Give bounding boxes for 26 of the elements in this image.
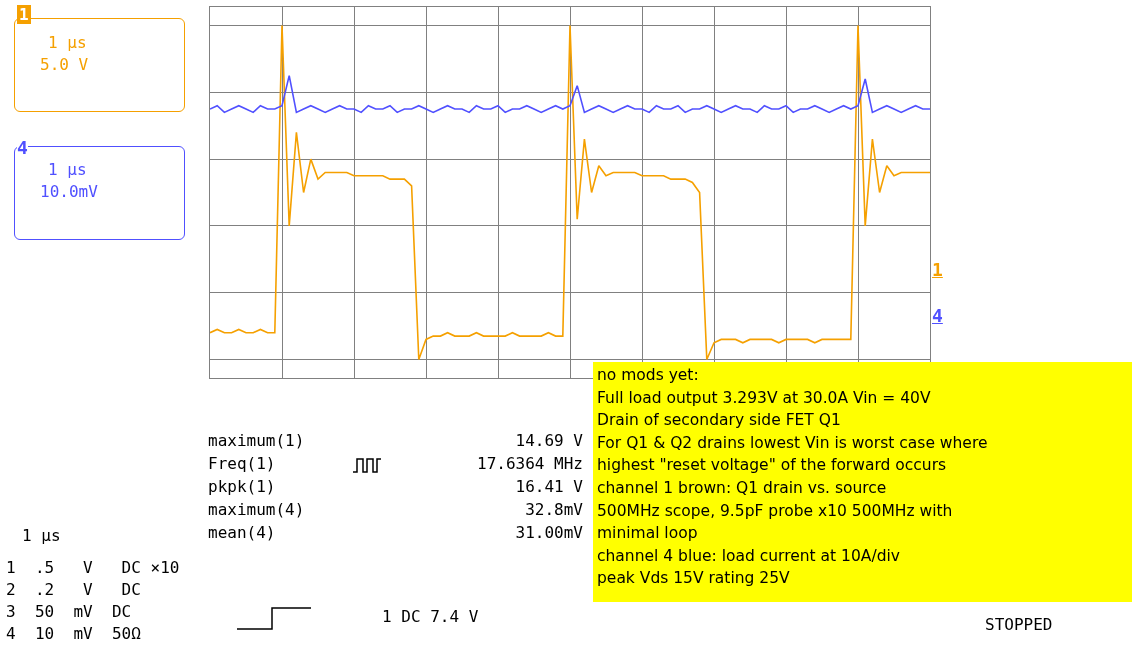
- text: 4: [17, 137, 28, 158]
- text: no mods yet: Full load output 3.293V at 30.0A Vin = 40V Drain of secondary side FET Q1 For Q1 & Q2 drains lowest Vin is worst case where highest "reset voltage" of the forward occurs channel 1 brown: Q1 drain vs. source 500MHz scope, 9.5pF probe x10 500MHz with minimal loop channel 4 blue: load current at 10A/div peak Vds 15V rating 25V: [597, 366, 988, 588]
- text: 4: [932, 305, 943, 326]
- text: 14.69 V: [515, 431, 583, 450]
- text: 32.8mV: [525, 500, 583, 519]
- text: 1: [19, 5, 29, 24]
- text: 1 μs: [48, 33, 87, 52]
- text: 2 .2 V DC: [6, 580, 141, 599]
- text: 1 μs: [22, 526, 61, 545]
- text: mean(4): [208, 523, 276, 542]
- text: 16.41 V: [515, 477, 583, 496]
- text: 1 .5 V DC ×10: [6, 558, 180, 577]
- text: maximum(4): [208, 500, 305, 519]
- text: 3 50 mV DC: [6, 602, 132, 621]
- text: 17.6364 MHz: [477, 454, 583, 473]
- text: 1: [932, 259, 943, 280]
- text: 4 10 mV 50Ω: [6, 624, 141, 643]
- text: pkpk(1): [208, 477, 276, 496]
- text: Freq(1): [208, 454, 276, 473]
- text: 31.00mV: [515, 523, 583, 542]
- text: 1 μs: [48, 160, 87, 179]
- text: maximum(1): [208, 431, 305, 450]
- text: 5.0 V: [40, 55, 89, 74]
- text: 10.0mV: [40, 182, 98, 201]
- text: 1 DC 7.4 V: [382, 607, 479, 626]
- text: STOPPED: [985, 615, 1053, 634]
